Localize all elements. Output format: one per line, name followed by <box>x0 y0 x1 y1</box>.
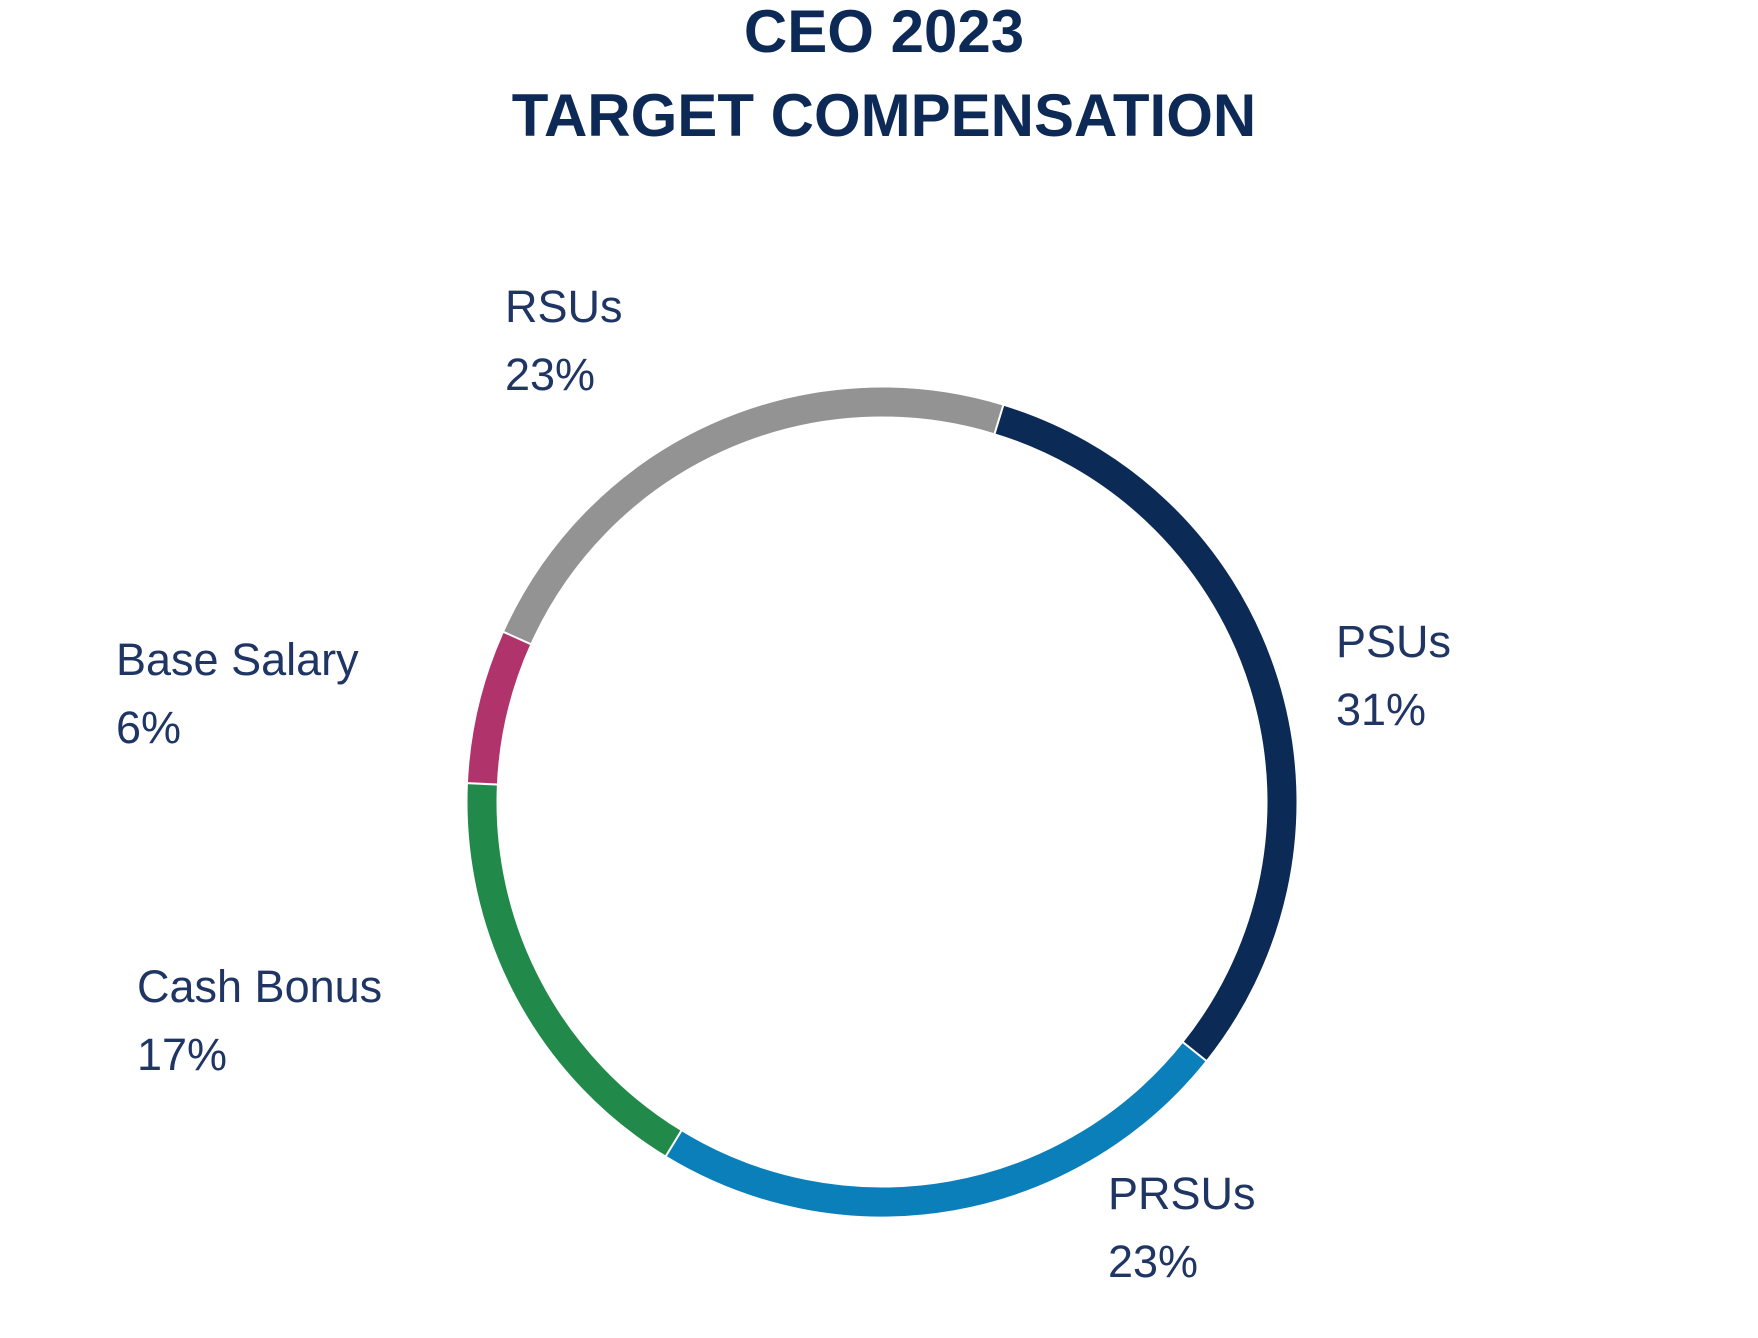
slice-label: Base Salary <box>116 634 359 685</box>
chart-title: CEO 2023 <box>744 0 1024 65</box>
slice-separator <box>490 625 545 651</box>
slice-label: PRSUs <box>1108 1168 1256 1219</box>
slice-label: Cash Bonus <box>137 961 382 1012</box>
slice-value-label: 31% <box>1336 684 1426 735</box>
slice-value-label: 17% <box>137 1029 227 1080</box>
slice-value-label: 23% <box>1108 1236 1198 1287</box>
slice-separator <box>989 391 1009 448</box>
donut-slice <box>467 783 682 1156</box>
slice-separator <box>453 781 512 787</box>
slice-separator <box>1171 1032 1218 1071</box>
slice-label: PSUs <box>1336 616 1451 667</box>
donut-slice <box>467 632 531 785</box>
donut-slice <box>503 387 1004 644</box>
donut-slice <box>666 1042 1206 1217</box>
chart-title: TARGET COMPENSATION <box>512 82 1256 149</box>
slice-value-label: 6% <box>116 702 181 753</box>
donut-slice <box>994 405 1297 1061</box>
slice-value-label: 23% <box>505 349 595 400</box>
slice-separator <box>657 1118 690 1169</box>
slice-label: RSUs <box>505 281 623 332</box>
